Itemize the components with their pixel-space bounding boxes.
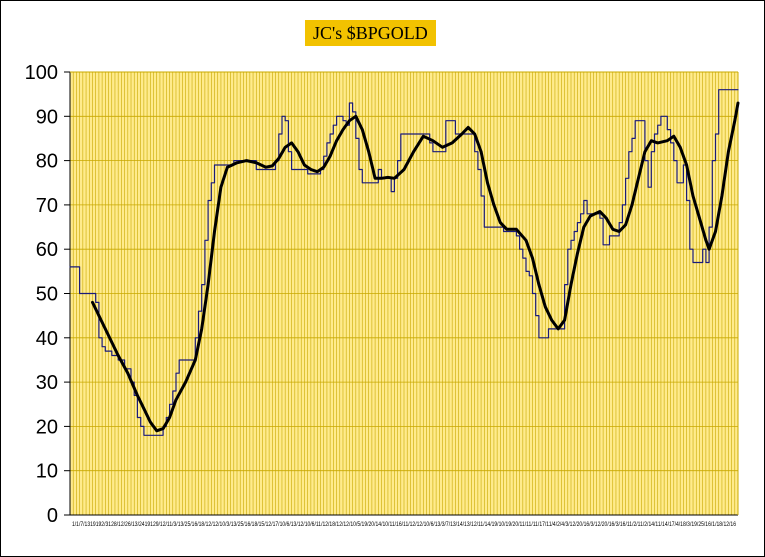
horizontal-grid	[70, 115, 738, 472]
y-tick-label: 40	[36, 328, 58, 350]
y-axis: 0 10 20 30 40 50 60 70 80 90 100	[25, 62, 70, 527]
y-tick-label: 80	[36, 151, 58, 173]
y-tick-label: 60	[36, 239, 58, 261]
y-tick-label: 20	[36, 416, 58, 438]
y-tick-label: 70	[36, 195, 58, 217]
x-axis-tick-labels: 1/1/7/1319192/3128/12/26/13/2419129/12/1…	[72, 522, 737, 528]
chart-title: JC's $BPGOLD	[305, 20, 436, 46]
series-line-average	[91, 101, 740, 433]
y-tick-label: 90	[36, 106, 58, 128]
y-tick-label: 50	[36, 284, 58, 306]
y-tick-label: 10	[36, 461, 58, 483]
y-tick-label: 0	[47, 505, 58, 527]
y-tick-label: 100	[25, 62, 58, 84]
y-tick-label: 30	[36, 372, 58, 394]
